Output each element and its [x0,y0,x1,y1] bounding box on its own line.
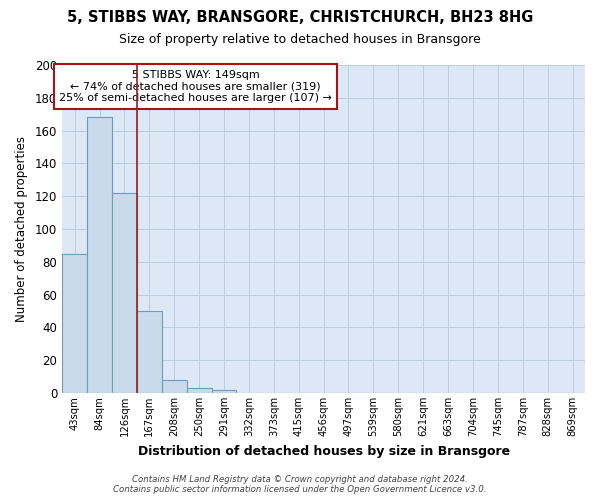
Text: 5, STIBBS WAY, BRANSGORE, CHRISTCHURCH, BH23 8HG: 5, STIBBS WAY, BRANSGORE, CHRISTCHURCH, … [67,10,533,25]
Text: Contains HM Land Registry data © Crown copyright and database right 2024.
Contai: Contains HM Land Registry data © Crown c… [113,474,487,494]
Text: 5 STIBBS WAY: 149sqm
← 74% of detached houses are smaller (319)
25% of semi-deta: 5 STIBBS WAY: 149sqm ← 74% of detached h… [59,70,332,103]
X-axis label: Distribution of detached houses by size in Bransgore: Distribution of detached houses by size … [137,444,509,458]
Bar [112,193,137,393]
Y-axis label: Number of detached properties: Number of detached properties [15,136,28,322]
Bar [187,388,212,393]
Bar [87,118,112,393]
Bar [137,311,162,393]
Bar [212,390,236,393]
Text: Size of property relative to detached houses in Bransgore: Size of property relative to detached ho… [119,32,481,46]
Bar [162,380,187,393]
Bar [62,254,87,393]
